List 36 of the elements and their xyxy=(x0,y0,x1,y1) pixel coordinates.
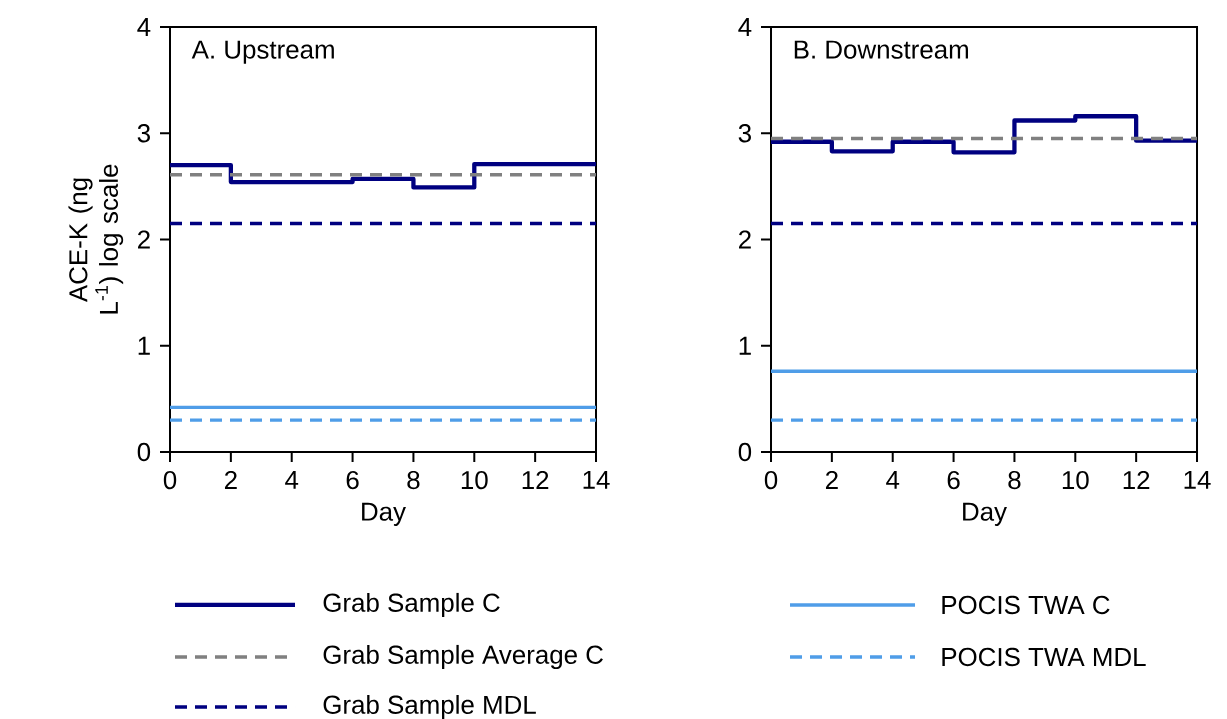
x-tick-label: 8 xyxy=(407,470,420,490)
legend-label: Grab Sample Average C xyxy=(323,644,603,670)
x-tick-label: 12 xyxy=(1123,470,1150,489)
x-tick-label: 0 xyxy=(163,470,177,490)
legend-label: Grab Sample MDL xyxy=(323,694,536,719)
x-tick-label: 2 xyxy=(224,470,237,489)
x-tick-label: 4 xyxy=(285,470,299,489)
y-tick-label: 1 xyxy=(138,336,150,355)
x-tick-label: 6 xyxy=(346,470,359,490)
x-tick-label: 12 xyxy=(522,470,549,489)
legend-label: POCIS TWA C xyxy=(942,595,1110,615)
legend-label: POCIS TWA MDL xyxy=(942,647,1146,667)
y-tick-label: 2 xyxy=(739,230,751,249)
x-tick-label: 14 xyxy=(583,470,610,489)
y-axis-title: ACE-K (ng L$^{-1}$) log scale xyxy=(68,164,124,314)
x-tick-label: 2 xyxy=(825,470,838,489)
legend-label: Grab Sample C xyxy=(323,592,500,618)
x-tick-label: 14 xyxy=(1184,470,1211,489)
x-tick-label: 10 xyxy=(1062,470,1089,490)
y-tick-label: 2 xyxy=(138,230,150,249)
y-tick-label: 4 xyxy=(738,18,752,36)
x-tick-label: 10 xyxy=(461,470,488,490)
x-tick-label: 8 xyxy=(1008,470,1021,490)
y-tick-label: 1 xyxy=(739,336,751,355)
x-tick-label: 6 xyxy=(947,470,960,490)
x-axis-title: Day xyxy=(362,502,406,526)
x-tick-label: 0 xyxy=(764,470,778,490)
chart-title: B. Downstream xyxy=(794,40,968,59)
x-axis-title: Day xyxy=(963,502,1007,526)
y-tick-label: 3 xyxy=(137,124,150,143)
y-tick-label: 4 xyxy=(137,18,151,36)
y-tick-label: 3 xyxy=(738,124,751,143)
y-tick-label: 0 xyxy=(738,442,752,462)
chart-title: A. Upstream xyxy=(191,40,334,64)
y-tick-label: 0 xyxy=(137,442,151,462)
x-tick-label: 4 xyxy=(886,470,900,489)
